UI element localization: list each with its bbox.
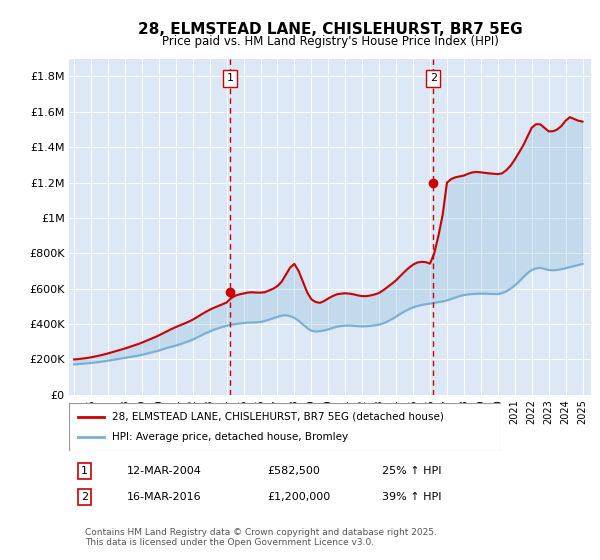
Text: 1: 1 [227,73,233,83]
Text: 28, ELMSTEAD LANE, CHISLEHURST, BR7 5EG (detached house): 28, ELMSTEAD LANE, CHISLEHURST, BR7 5EG … [112,412,444,422]
Text: £1,200,000: £1,200,000 [268,492,331,502]
Text: 25% ↑ HPI: 25% ↑ HPI [382,466,442,476]
Text: 39% ↑ HPI: 39% ↑ HPI [382,492,442,502]
Text: 2: 2 [81,492,88,502]
Text: 2: 2 [430,73,437,83]
Text: 16-MAR-2016: 16-MAR-2016 [127,492,201,502]
Text: Price paid vs. HM Land Registry's House Price Index (HPI): Price paid vs. HM Land Registry's House … [161,35,499,48]
Text: 12-MAR-2004: 12-MAR-2004 [127,466,201,476]
Text: £582,500: £582,500 [268,466,320,476]
Text: HPI: Average price, detached house, Bromley: HPI: Average price, detached house, Brom… [112,432,349,442]
Text: Contains HM Land Registry data © Crown copyright and database right 2025.
This d: Contains HM Land Registry data © Crown c… [85,528,437,547]
Text: 1: 1 [81,466,88,476]
Text: 28, ELMSTEAD LANE, CHISLEHURST, BR7 5EG: 28, ELMSTEAD LANE, CHISLEHURST, BR7 5EG [137,22,523,38]
FancyBboxPatch shape [69,403,501,451]
